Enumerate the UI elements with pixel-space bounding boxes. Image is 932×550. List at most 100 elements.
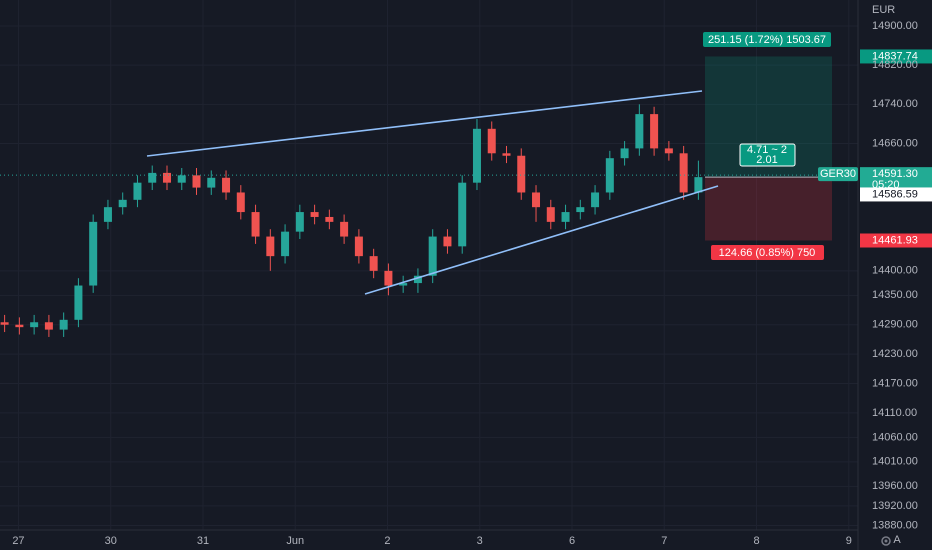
- candle-body: [310, 212, 319, 217]
- candle-body: [15, 324, 24, 328]
- y-tick-label: 14060.00: [872, 431, 918, 443]
- candle-body: [576, 207, 585, 213]
- candle-body: [222, 177, 231, 193]
- candle-body: [207, 177, 216, 188]
- candle-body: [177, 175, 186, 183]
- candle-body: [59, 319, 68, 330]
- target-label-box: [703, 32, 831, 47]
- y-tick-label: 14350.00: [872, 289, 918, 301]
- y-tick-label: 14900.00: [872, 20, 918, 32]
- currency-label: EUR: [872, 4, 895, 16]
- candle-body: [354, 236, 363, 257]
- loss-zone: [705, 177, 832, 241]
- candle-body: [546, 207, 555, 222]
- x-tick-label: Jun: [286, 535, 304, 547]
- candle-body: [251, 212, 260, 237]
- ratio-label-box: [739, 143, 796, 167]
- y-tick-label: 14400.00: [872, 265, 918, 277]
- y-tick-label: 14740.00: [872, 98, 918, 110]
- x-tick-label: 3: [477, 535, 483, 547]
- trend-line-lower[interactable]: [364, 185, 719, 295]
- x-tick-label: 2: [384, 535, 390, 547]
- settings-icon[interactable]: [881, 536, 891, 546]
- candle-body: [74, 285, 83, 320]
- candle-body: [325, 216, 334, 222]
- candle-body: [532, 192, 541, 208]
- y-tick-label: 14170.00: [872, 377, 918, 389]
- candle-body: [399, 283, 408, 286]
- stop-label: 124.66 (0.85%) 750: [719, 247, 816, 259]
- target-label: 251.15 (1.72%) 1503.67: [708, 34, 826, 46]
- scale-mode-button[interactable]: A: [893, 534, 901, 546]
- last-price-label: 14591.30: [872, 168, 918, 180]
- candle-body: [620, 148, 629, 159]
- target-price-label: 14837.74: [872, 50, 918, 62]
- candle-body: [605, 158, 614, 193]
- candle-body: [148, 172, 157, 183]
- y-tick-label: 14230.00: [872, 348, 918, 360]
- ratio-label: 2.01: [756, 154, 777, 166]
- bid-price-tag: [860, 187, 932, 202]
- candle-body: [384, 270, 393, 286]
- candle-body: [30, 322, 39, 328]
- candle-body: [413, 275, 422, 284]
- y-tick-label: 13920.00: [872, 500, 918, 512]
- x-tick-label: 6: [569, 535, 575, 547]
- symbol-label: GER30: [820, 168, 856, 180]
- candle-body: [428, 236, 437, 276]
- candles: [0, 104, 703, 337]
- symbol-tag: [818, 167, 858, 182]
- x-tick-label: 7: [661, 535, 667, 547]
- candle-body: [694, 177, 703, 193]
- y-tick-label: 14110.00: [872, 407, 917, 419]
- candle-body: [236, 192, 245, 213]
- candle-body: [487, 128, 496, 154]
- grid: [0, 0, 858, 530]
- candle-body: [192, 175, 201, 188]
- bid-price-label: 14586.59: [872, 188, 918, 200]
- candle-body: [472, 128, 481, 183]
- stop-price-tag: [860, 233, 932, 248]
- candle-body: [103, 207, 112, 222]
- x-tick-label: 30: [105, 535, 117, 547]
- candle-body: [295, 212, 304, 232]
- candle-body: [650, 114, 659, 149]
- x-tick-label: 31: [197, 535, 209, 547]
- y-tick-label: 14010.00: [872, 456, 918, 468]
- y-tick-label: 14290.00: [872, 319, 918, 331]
- x-tick-label: 27: [12, 535, 24, 547]
- candle-body: [458, 182, 467, 247]
- y-tick-label: 14660.00: [872, 137, 918, 149]
- candle-body: [443, 236, 452, 247]
- candle-body: [664, 148, 673, 154]
- candle-body: [561, 212, 570, 222]
- ratio-label: 4.71 ~ 2: [747, 144, 787, 156]
- candle-body: [517, 155, 526, 193]
- x-tick-label: 8: [753, 535, 759, 547]
- candle-body: [89, 221, 98, 286]
- candle-body: [266, 236, 275, 257]
- y-tick-label: 13960.00: [872, 480, 918, 492]
- candle-body: [369, 256, 378, 271]
- candle-body: [162, 172, 171, 183]
- candle-body: [679, 153, 688, 193]
- position-tool: 251.15 (1.72%) 1503.67 124.66 (0.85%) 750…: [0, 32, 858, 260]
- target-price-tag: [860, 49, 932, 64]
- candle-body: [591, 192, 600, 208]
- y-tick-label: 14820.00: [872, 59, 918, 71]
- candle-body: [0, 322, 9, 325]
- candle-body: [635, 114, 644, 149]
- candle-body: [281, 231, 290, 257]
- x-tick-label: 9: [846, 535, 852, 547]
- trend-line-upper[interactable]: [146, 90, 703, 157]
- y-tick-label: 13880.00: [872, 519, 918, 531]
- candle-body: [502, 153, 511, 156]
- candle-body: [44, 322, 53, 330]
- candle-body: [118, 199, 127, 208]
- stop-price-label: 14461.93: [872, 234, 918, 246]
- candle-body: [340, 221, 349, 237]
- stop-label-box: [711, 245, 824, 260]
